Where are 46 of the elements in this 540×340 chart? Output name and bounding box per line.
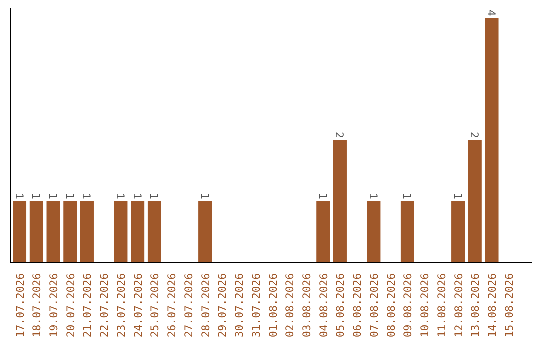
x-tick-label: 06.08.2026 [351, 274, 364, 338]
data-label: 1 [130, 193, 144, 200]
x-tick-label: 26.07.2026 [166, 274, 179, 338]
x-tick-label: 17.07.2026 [14, 274, 27, 338]
x-tick-label: 31.07.2026 [250, 274, 263, 338]
x-tick-label: 29.07.2026 [216, 274, 230, 338]
x-tick-label: 11.08.2026 [435, 274, 448, 338]
data-label: 1 [114, 193, 127, 200]
data-label: 1 [366, 193, 380, 200]
data-label: 1 [46, 193, 60, 200]
x-tick-label: 19.07.2026 [48, 274, 61, 338]
data-label: 2 [333, 132, 346, 138]
x-tick-label: 09.08.2026 [402, 274, 415, 338]
x-tick-label: 13.08.2026 [469, 274, 482, 338]
x-tick-label: 24.07.2026 [132, 274, 145, 338]
data-label: 1 [12, 193, 26, 200]
x-tick-label: 18.07.2026 [30, 274, 44, 338]
x-tick-label: 21.07.2026 [81, 274, 94, 338]
x-tick-label: 22.07.2026 [98, 274, 112, 338]
data-label: 1 [63, 193, 76, 200]
x-tick-label: 10.08.2026 [418, 274, 432, 338]
data-label: 1 [316, 193, 330, 200]
x-tick-label: 02.08.2026 [284, 274, 297, 338]
x-tick-label: 28.07.2026 [199, 274, 212, 338]
x-tick-label: 05.08.2026 [334, 274, 348, 338]
x-tick-label: 23.07.2026 [114, 274, 128, 338]
x-tick-label: 01.08.2026 [266, 274, 280, 338]
x-tick-label: 15.08.2026 [502, 274, 516, 338]
x-tick-label: 04.08.2026 [317, 274, 330, 338]
data-label: 1 [80, 193, 94, 200]
x-tick-label: 12.08.2026 [452, 274, 466, 338]
data-label: 2 [468, 132, 482, 138]
x-tick-label: 07.08.2026 [368, 274, 381, 338]
x-tick-label: 14.08.2026 [486, 274, 500, 338]
x-tick-label: 30.07.2026 [233, 274, 246, 338]
data-label: 1 [148, 193, 161, 200]
x-tick-label: 25.07.2026 [148, 274, 162, 338]
x-tick-label: 08.08.2026 [384, 274, 398, 338]
x-tick-label: 03.08.2026 [300, 274, 314, 338]
x-tick-label: 20.07.2026 [64, 274, 78, 338]
x-tick-label: 27.07.2026 [182, 274, 196, 338]
data-label: 1 [400, 193, 414, 200]
data-label: 1 [451, 193, 464, 200]
data-label: 1 [198, 193, 212, 200]
data-label: 4 [485, 10, 498, 16]
data-label: 1 [30, 193, 43, 200]
